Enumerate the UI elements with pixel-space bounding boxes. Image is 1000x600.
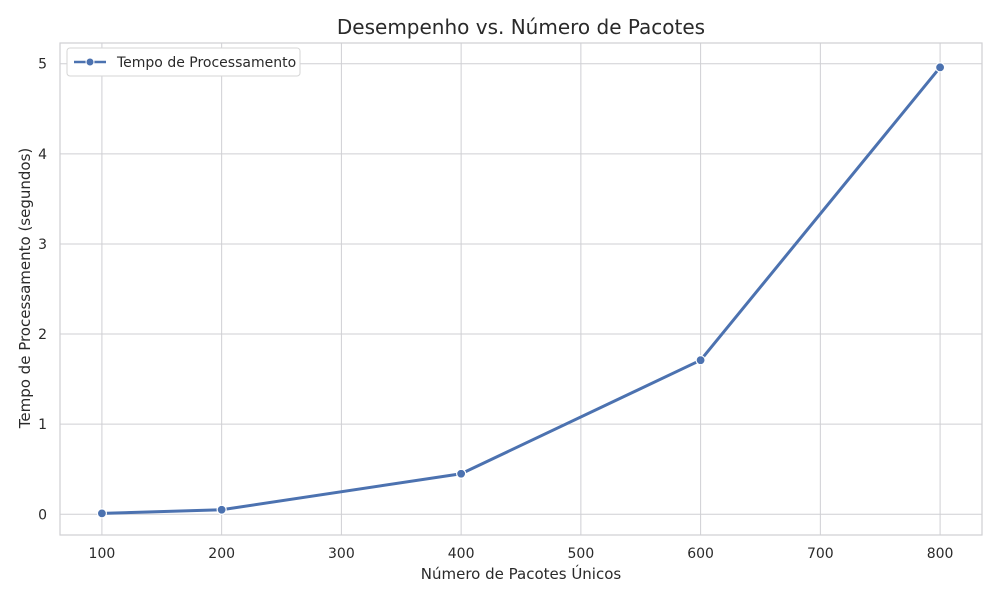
legend-box xyxy=(66,47,301,77)
y-tick-label: 1 xyxy=(38,417,47,433)
x-axis-label: Número de Pacotes Únicos xyxy=(421,564,622,583)
y-tick-label: 5 xyxy=(38,57,47,73)
chart-title: Desempenho vs. Número de Pacotes xyxy=(337,15,705,39)
y-tick-label: 0 xyxy=(38,507,47,523)
y-tick-label: 4 xyxy=(38,147,47,163)
x-axis-ticks: 100 200 300 400 500 600 700 800 xyxy=(89,546,954,562)
legend-marker-icon xyxy=(85,57,95,67)
x-tick-label: 200 xyxy=(208,546,235,562)
x-tick-label: 700 xyxy=(807,546,834,562)
x-tick-label: 100 xyxy=(89,546,116,562)
series-line xyxy=(100,65,942,515)
plot-area-frame xyxy=(59,42,983,536)
x-tick-label: 600 xyxy=(687,546,714,562)
data-point xyxy=(216,504,227,515)
data-point xyxy=(934,62,946,73)
x-tick-label: 800 xyxy=(927,546,954,562)
grid xyxy=(60,43,982,535)
series-layer xyxy=(96,62,946,519)
x-tick-label: 400 xyxy=(448,546,475,562)
x-tick-label: 500 xyxy=(568,546,595,562)
legend: Tempo de Processamento xyxy=(66,47,301,77)
x-tick-label: 300 xyxy=(328,546,355,562)
y-tick-label: 3 xyxy=(38,237,47,253)
y-tick-label: 2 xyxy=(38,327,47,343)
data-point xyxy=(456,468,467,479)
data-point xyxy=(96,508,108,519)
y-axis-ticks: 0 1 2 3 4 5 xyxy=(38,57,47,524)
data-point xyxy=(695,355,706,366)
legend-entry-label: Tempo de Processamento xyxy=(116,55,296,71)
y-axis-label: Tempo de Processamento (segundos) xyxy=(16,148,34,430)
